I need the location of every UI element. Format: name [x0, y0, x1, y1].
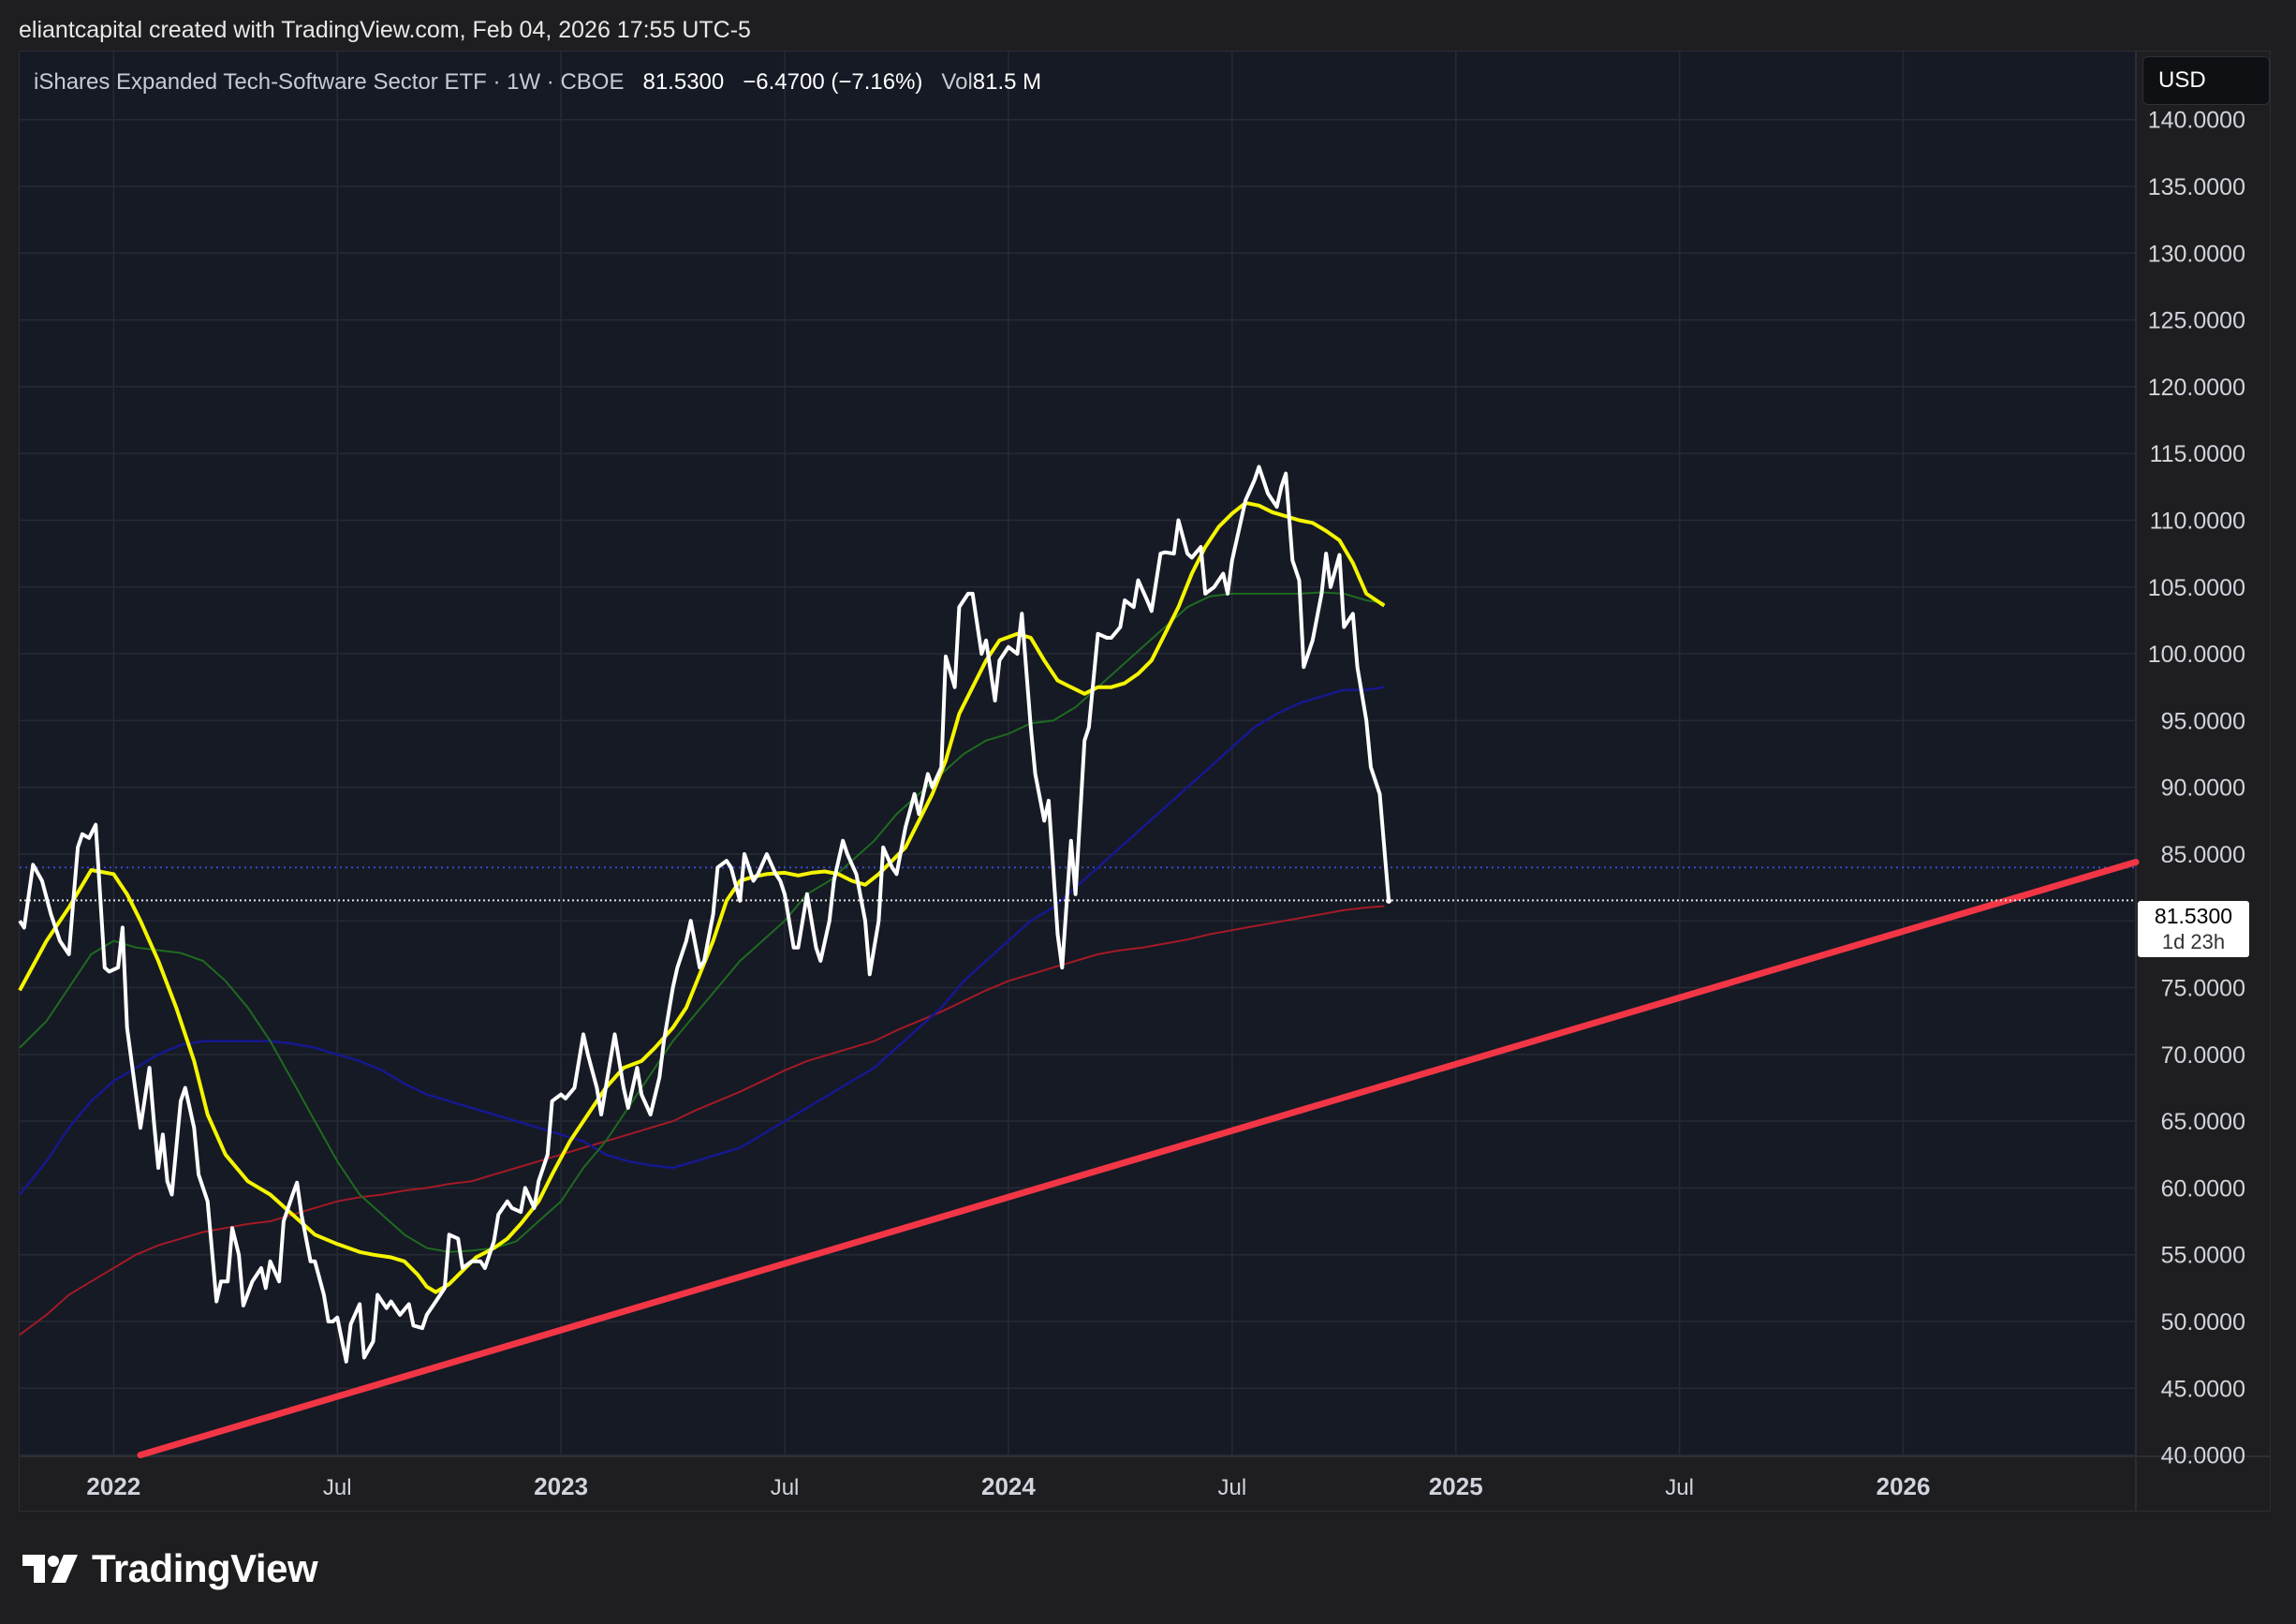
- y-tick-label: 65.0000: [2161, 1109, 2245, 1135]
- y-tick-label: 60.0000: [2161, 1175, 2245, 1202]
- y-tick-label: 45.0000: [2161, 1376, 2245, 1402]
- y-tick-label: 100.0000: [2148, 642, 2245, 668]
- volume-value: 81.5 M: [972, 69, 1042, 95]
- vertical-grid: [112, 52, 1905, 1456]
- bar-countdown: 1d 23h: [2161, 930, 2226, 953]
- y-tick-label: 115.0000: [2150, 441, 2245, 467]
- y-tick-label: 135.0000: [2148, 174, 2245, 200]
- plot-background: [20, 52, 2136, 1456]
- tradingview-logo-text: TradingView: [92, 1546, 318, 1590]
- x-tick-label: 2024: [981, 1472, 1036, 1500]
- y-tick-label: 50.0000: [2161, 1309, 2245, 1336]
- trendline: [137, 858, 2140, 1459]
- x-tick-label: 2023: [534, 1472, 588, 1500]
- x-tick-label: Jul: [1665, 1475, 1694, 1500]
- y-tick-label: 70.0000: [2161, 1042, 2245, 1069]
- x-tick-label: Jul: [1217, 1475, 1246, 1500]
- volume-label: Vol: [941, 69, 973, 95]
- x-tick-label: Jul: [771, 1475, 800, 1500]
- series-line-red: [19, 905, 1385, 1336]
- current-price-value: 81.5300: [2154, 904, 2233, 928]
- horizontal-grid: [20, 118, 2136, 1456]
- last-price: 81.5300: [642, 69, 725, 95]
- y-tick-label: 95.0000: [2161, 708, 2245, 734]
- y-tick-label: 110.0000: [2150, 508, 2245, 534]
- y-tick-label: 40.0000: [2161, 1443, 2245, 1469]
- y-tick-label: 125.0000: [2148, 308, 2245, 334]
- tradingview-logo-icon: [22, 1555, 78, 1583]
- y-tick-label: 120.0000: [2148, 375, 2245, 401]
- x-tick-label: Jul: [323, 1475, 352, 1500]
- series-line-blue: [19, 686, 1385, 1196]
- y-tick-label: 105.0000: [2148, 575, 2245, 601]
- series-layer: [18, 465, 2140, 1459]
- x-axis-ticks: 2022 Jul 2023 Jul 2024 Jul 2025 Jul 2026: [86, 1472, 1930, 1500]
- symbol-description[interactable]: iShares Expanded Tech-Software Sector ET…: [34, 69, 625, 95]
- x-tick-label: 2025: [1429, 1472, 1483, 1500]
- series-line-yellow: [18, 500, 1386, 1294]
- chart-frame[interactable]: [19, 51, 2271, 1512]
- y-tick-label: 75.0000: [2161, 976, 2245, 1002]
- y-axis-ticks: 40.0000 45.0000 50.0000 55.0000 60.0000 65.00…: [2148, 108, 2245, 1469]
- x-tick-label: 2022: [86, 1472, 140, 1500]
- currency-button[interactable]: USD: [2142, 56, 2270, 105]
- series-line-price: [18, 465, 1391, 1364]
- price-change: −6.4700 (−7.16%): [743, 69, 923, 95]
- current-price-tag: 81.5300 1d 23h: [2138, 901, 2249, 957]
- attribution-text: eliantcapital created with TradingView.c…: [19, 17, 751, 43]
- series-line-green: [19, 591, 1385, 1253]
- last-price-point: [1386, 897, 1392, 904]
- y-tick-label: 85.0000: [2161, 842, 2245, 868]
- tradingview-logo[interactable]: TradingView: [21, 1545, 318, 1592]
- y-tick-label: 140.0000: [2148, 108, 2245, 134]
- y-tick-label: 90.0000: [2161, 775, 2245, 802]
- y-tick-label: 55.0000: [2161, 1243, 2245, 1269]
- x-tick-label: 2026: [1877, 1472, 1931, 1500]
- y-tick-label: 130.0000: [2148, 241, 2245, 267]
- chart-legend: iShares Expanded Tech-Software Sector ET…: [34, 69, 1041, 96]
